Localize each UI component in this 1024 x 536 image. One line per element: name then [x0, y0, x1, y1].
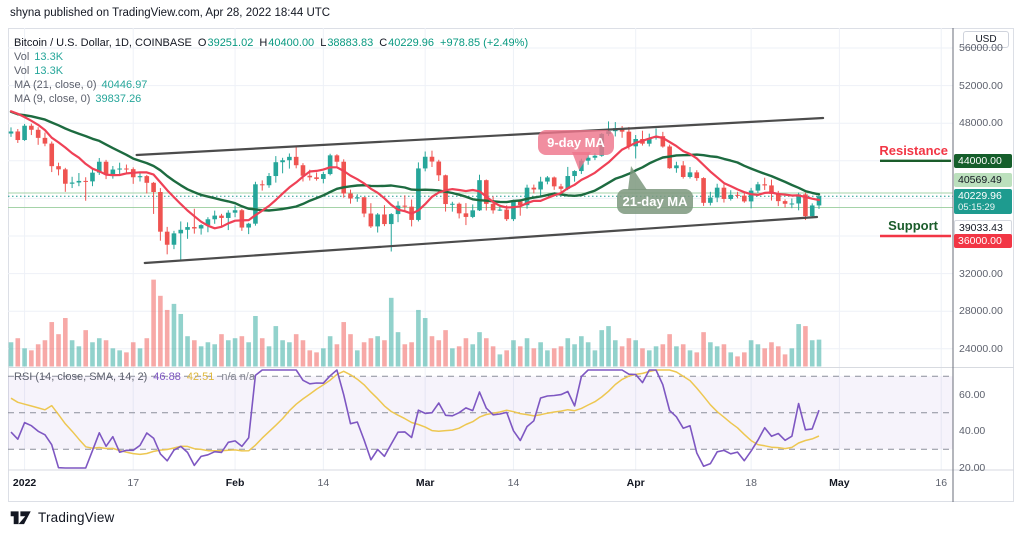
- time-tick-label: Feb: [225, 477, 245, 489]
- symbol-title: Bitcoin / U.S. Dollar, 1D, COINBASE: [14, 37, 192, 49]
- tradingview-footer-logo[interactable]: TradingView: [10, 509, 115, 526]
- price-tick-label: 32000.00: [959, 267, 1003, 280]
- annotation-bubble-9day-ma[interactable]: 9-day MA: [538, 130, 614, 155]
- time-tick-label: 14: [507, 477, 520, 489]
- price-axis-badge: 39033.43: [954, 219, 1012, 236]
- change-value: +978.85 (+2.49%): [440, 37, 529, 49]
- price-axis-badge: 36000.00: [954, 233, 1012, 248]
- time-tick-label: May: [829, 477, 850, 489]
- bubble-tail: [572, 152, 591, 170]
- time-tick-label: 18: [745, 477, 757, 489]
- volume-legend-row[interactable]: Vol 13.3K: [14, 65, 64, 77]
- ma21-legend-row[interactable]: MA (21, close, 0) 40446.97: [14, 79, 148, 91]
- price-tick-label: 56000.00: [959, 42, 1003, 54]
- tradingview-logo-icon: [10, 511, 31, 525]
- price-axis-badge: 40569.49: [954, 172, 1012, 187]
- currency-toggle-button[interactable]: USD: [963, 31, 1009, 48]
- time-tick-label: 2022: [12, 477, 37, 489]
- price-tick-label: 48000.00: [959, 117, 1003, 130]
- time-tick-label: 16: [935, 477, 948, 489]
- price-axis-badge: 40229.96 05:15:29: [954, 189, 1012, 214]
- published-attribution: shyna published on TradingView.com, Apr …: [10, 7, 331, 19]
- price-axis-badge: 44000.00: [954, 153, 1012, 168]
- bubble-tail: [628, 166, 647, 190]
- rsi-legend-row[interactable]: RSI (14, close, SMA, 14, 2) 46.88 42.51 n/a…: [14, 371, 255, 383]
- time-tick-label: 17: [127, 477, 140, 489]
- annotation-bubble-21day-ma[interactable]: 21-day MA: [617, 189, 693, 214]
- time-tick-label: 14: [317, 477, 330, 489]
- rsi-tick-label: 20.00: [959, 461, 986, 474]
- time-tick-label: Mar: [415, 477, 435, 489]
- price-tick-label: 28000.00: [959, 305, 1003, 318]
- rsi-tick-label: 40.00: [959, 425, 986, 437]
- chart-legend[interactable]: Bitcoin / U.S. Dollar, 1D, COINBASE O3925…: [14, 36, 528, 106]
- symbol-legend-row[interactable]: Bitcoin / U.S. Dollar, 1D, COINBASE O3925…: [14, 37, 529, 49]
- rsi-tick-label: 60.00: [959, 388, 986, 401]
- ma9-legend-row[interactable]: MA (9, close, 0) 39837.26: [14, 93, 142, 105]
- price-tick-label: 52000.00: [959, 79, 1003, 92]
- volume-legend-row[interactable]: Vol 13.3K: [14, 51, 64, 63]
- support-label: Support: [888, 218, 938, 233]
- price-tick-label: 24000.00: [959, 342, 1003, 355]
- resistance-label: Resistance: [879, 143, 948, 158]
- time-tick-label: Apr: [626, 477, 645, 489]
